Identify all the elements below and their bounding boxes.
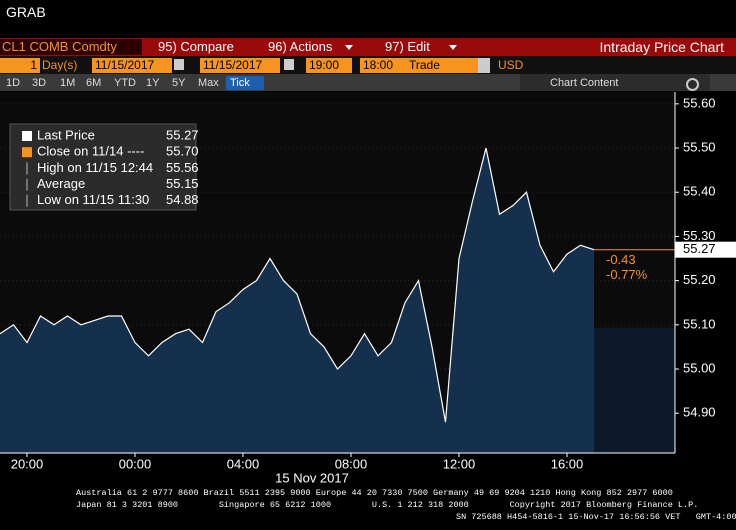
x-tick-label: 12:00 <box>443 456 476 471</box>
last-value-box <box>675 241 736 258</box>
edit-button[interactable]: 97) Edit <box>385 39 430 54</box>
legend-label: Low on 11/15 11:30 <box>37 192 149 207</box>
legend-value: 55.70 <box>166 144 199 159</box>
legend-value: 55.27 <box>166 127 199 142</box>
y-tick-label: 55.00 <box>683 360 716 375</box>
from-time[interactable]: 19:00 <box>306 58 352 73</box>
x-axis-label: 15 Nov 2017 <box>275 470 349 485</box>
calendar-icon[interactable] <box>284 59 294 70</box>
window-title: GRAB <box>6 4 46 20</box>
start-date[interactable]: 11/15/2017 <box>92 58 172 73</box>
range-tab[interactable]: 1M <box>60 77 76 89</box>
footer-line: SN 725688 H454-5816-1 15-Nov-17 16:56:56… <box>456 512 736 522</box>
last-value-label: 55.27 <box>683 241 716 256</box>
legend-value: 55.15 <box>166 176 199 191</box>
to-time[interactable]: 18:00 <box>360 58 406 73</box>
mode-field[interactable]: Trade <box>406 58 482 73</box>
y-tick-label: 55.40 <box>683 184 716 199</box>
legend-value: 55.56 <box>166 160 199 175</box>
axis-background <box>675 92 736 453</box>
range-tab[interactable]: 5Y <box>172 77 186 89</box>
dropdown-arrow <box>449 45 457 54</box>
y-tick-label: 55.50 <box>683 139 716 154</box>
y-tick-label: 55.10 <box>683 316 716 331</box>
function-bar <box>0 38 736 56</box>
legend-label: Average <box>37 176 85 191</box>
x-tick-label: 08:00 <box>335 456 368 471</box>
footer-line: Japan 81 3 3201 8900 Singapore 65 6212 1… <box>76 500 699 510</box>
y-tick-label: 55.30 <box>683 228 716 243</box>
end-date[interactable]: 11/15/2017 <box>200 58 280 73</box>
legend-value: 54.88 <box>166 192 199 207</box>
actions-button[interactable]: 96) Actions <box>268 39 333 54</box>
x-tick-label: 20:00 <box>11 456 44 471</box>
range-tab[interactable]: 6M <box>86 77 102 89</box>
footer-line: Australia 61 2 9777 8600 Brazil 5511 239… <box>76 488 673 498</box>
price-line <box>0 147 595 423</box>
future-region <box>594 327 675 453</box>
price-area <box>0 148 594 453</box>
content-panel <box>520 74 710 91</box>
change: -0.43 <box>606 252 636 267</box>
currency: USD <box>498 58 524 72</box>
range-tab[interactable]: Tick <box>226 76 264 90</box>
change-pct: -0.77% <box>606 267 648 282</box>
range-tab[interactable]: Max <box>198 77 219 89</box>
y-tick-label: 55.20 <box>683 272 716 287</box>
x-tick-label: 04:00 <box>227 456 260 471</box>
dropdown-arrow <box>345 45 353 54</box>
security-field[interactable]: CL1 COMB Comdty <box>0 39 142 55</box>
x-tick-label: 00:00 <box>119 456 152 471</box>
y-tick-label: 55.60 <box>683 95 716 110</box>
settings-icon[interactable] <box>686 78 699 91</box>
price-chart: 54.90 55.00 55.10 55.20 55.30 55.40 55.50 55.60… <box>0 92 736 485</box>
compare-button[interactable]: 95) Compare <box>158 39 234 54</box>
legend-label: Close on 11/14 ---- <box>37 144 144 159</box>
legend: Last Price 55.27 Close on 11/14 ---- 55.70 H… <box>9 123 199 211</box>
legend-label: High on 11/15 12:44 <box>37 160 153 175</box>
range-tab[interactable]: 1Y <box>146 77 160 89</box>
x-tick-label: 16:00 <box>551 456 584 471</box>
range-tab[interactable]: 1D <box>6 77 21 89</box>
range-tab[interactable]: 3D <box>32 77 47 89</box>
period-unit: Day(s) <box>42 58 78 72</box>
legend-swatch <box>22 147 32 158</box>
calendar-icon[interactable] <box>174 59 184 70</box>
range-tab[interactable]: YTD <box>114 77 136 89</box>
legend-box <box>9 123 197 211</box>
mode-dropdown[interactable] <box>478 58 490 73</box>
period-field[interactable]: 1 <box>0 58 40 73</box>
legend-label: Last Price <box>37 127 95 142</box>
chart-content-button[interactable]: Chart Content <box>550 77 619 89</box>
legend-swatch <box>22 131 32 141</box>
view-title: Intraday Price Chart <box>599 39 725 55</box>
y-tick-label: 54.90 <box>683 405 716 420</box>
